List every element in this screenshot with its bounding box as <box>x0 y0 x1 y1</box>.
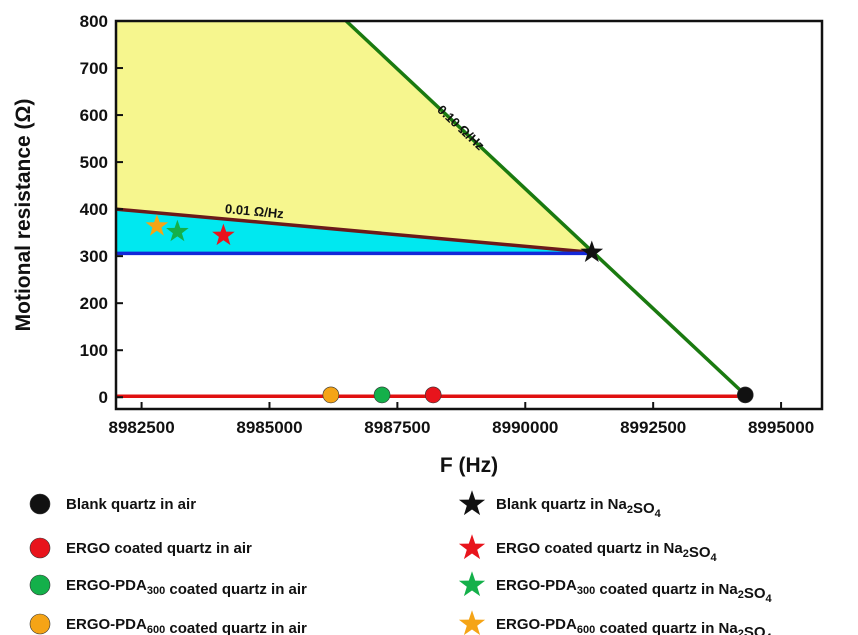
data-point <box>212 223 235 246</box>
y-tick-label: 100 <box>80 341 108 360</box>
y-tick-label: 200 <box>80 294 108 313</box>
legend-marker <box>29 537 51 559</box>
x-tick-label: 8985000 <box>236 418 302 437</box>
data-point <box>373 386 391 404</box>
legend-label: ERGO-PDA600 coated quartz in Na2SO4 <box>496 616 773 635</box>
y-tick-label: 600 <box>80 106 108 125</box>
legend-marker <box>29 613 51 635</box>
x-tick-label: 8995000 <box>748 418 814 437</box>
x-axis-title: F (Hz) <box>440 454 498 477</box>
y-tick-label: 400 <box>80 200 108 219</box>
y-tick-label: 700 <box>80 59 108 78</box>
slope-annotation-1: 0.01 Ω/Hz <box>224 201 284 221</box>
legend-label: ERGO coated quartz in air <box>66 540 252 557</box>
legend-marker <box>29 574 51 596</box>
data-point <box>322 386 340 404</box>
data-point <box>166 219 189 242</box>
legend-marker <box>29 493 51 515</box>
chart-regions <box>116 21 592 254</box>
shaded-region-0 <box>116 21 592 253</box>
data-point <box>424 386 442 404</box>
plot-area-frame <box>114 19 824 411</box>
x-tick-label: 8992500 <box>620 418 686 437</box>
y-tick-label: 800 <box>80 12 108 31</box>
legend-marker <box>458 610 486 635</box>
data-points <box>145 214 754 404</box>
x-tick-label: 8990000 <box>492 418 558 437</box>
legend-label: Blank quartz in air <box>66 496 196 513</box>
x-tick-label: 8987500 <box>364 418 430 437</box>
x-tick-label: 8982500 <box>108 418 174 437</box>
legend-label: ERGO-PDA600 coated quartz in air <box>66 616 307 635</box>
trend-line-1 <box>116 207 592 255</box>
data-point <box>736 386 754 404</box>
y-tick-label: 300 <box>80 247 108 266</box>
legend-label: ERGO-PDA300 coated quartz in air <box>66 577 307 598</box>
legend-label: Blank quartz in Na2SO4 <box>496 496 662 520</box>
legend: Blank quartz in air Blank quartz in Na2SO… <box>29 490 773 635</box>
legend-label: ERGO-PDA300 coated quartz in Na2SO4 <box>496 577 773 605</box>
legend-marker <box>458 490 486 516</box>
legend-label: ERGO coated quartz in Na2SO4 <box>496 540 718 564</box>
y-tick-label: 500 <box>80 153 108 172</box>
y-axis-title: Motional resistance (Ω) <box>12 99 35 332</box>
legend-marker <box>458 534 486 560</box>
axis-ticks: 0 100 200 300 400 500 600 700 800 8982500 8985000 8… <box>80 12 815 437</box>
data-point <box>145 214 169 236</box>
trend-line-0 <box>345 21 747 397</box>
legend-marker <box>458 571 486 597</box>
y-tick-label: 0 <box>99 388 108 407</box>
data-point <box>580 240 604 262</box>
